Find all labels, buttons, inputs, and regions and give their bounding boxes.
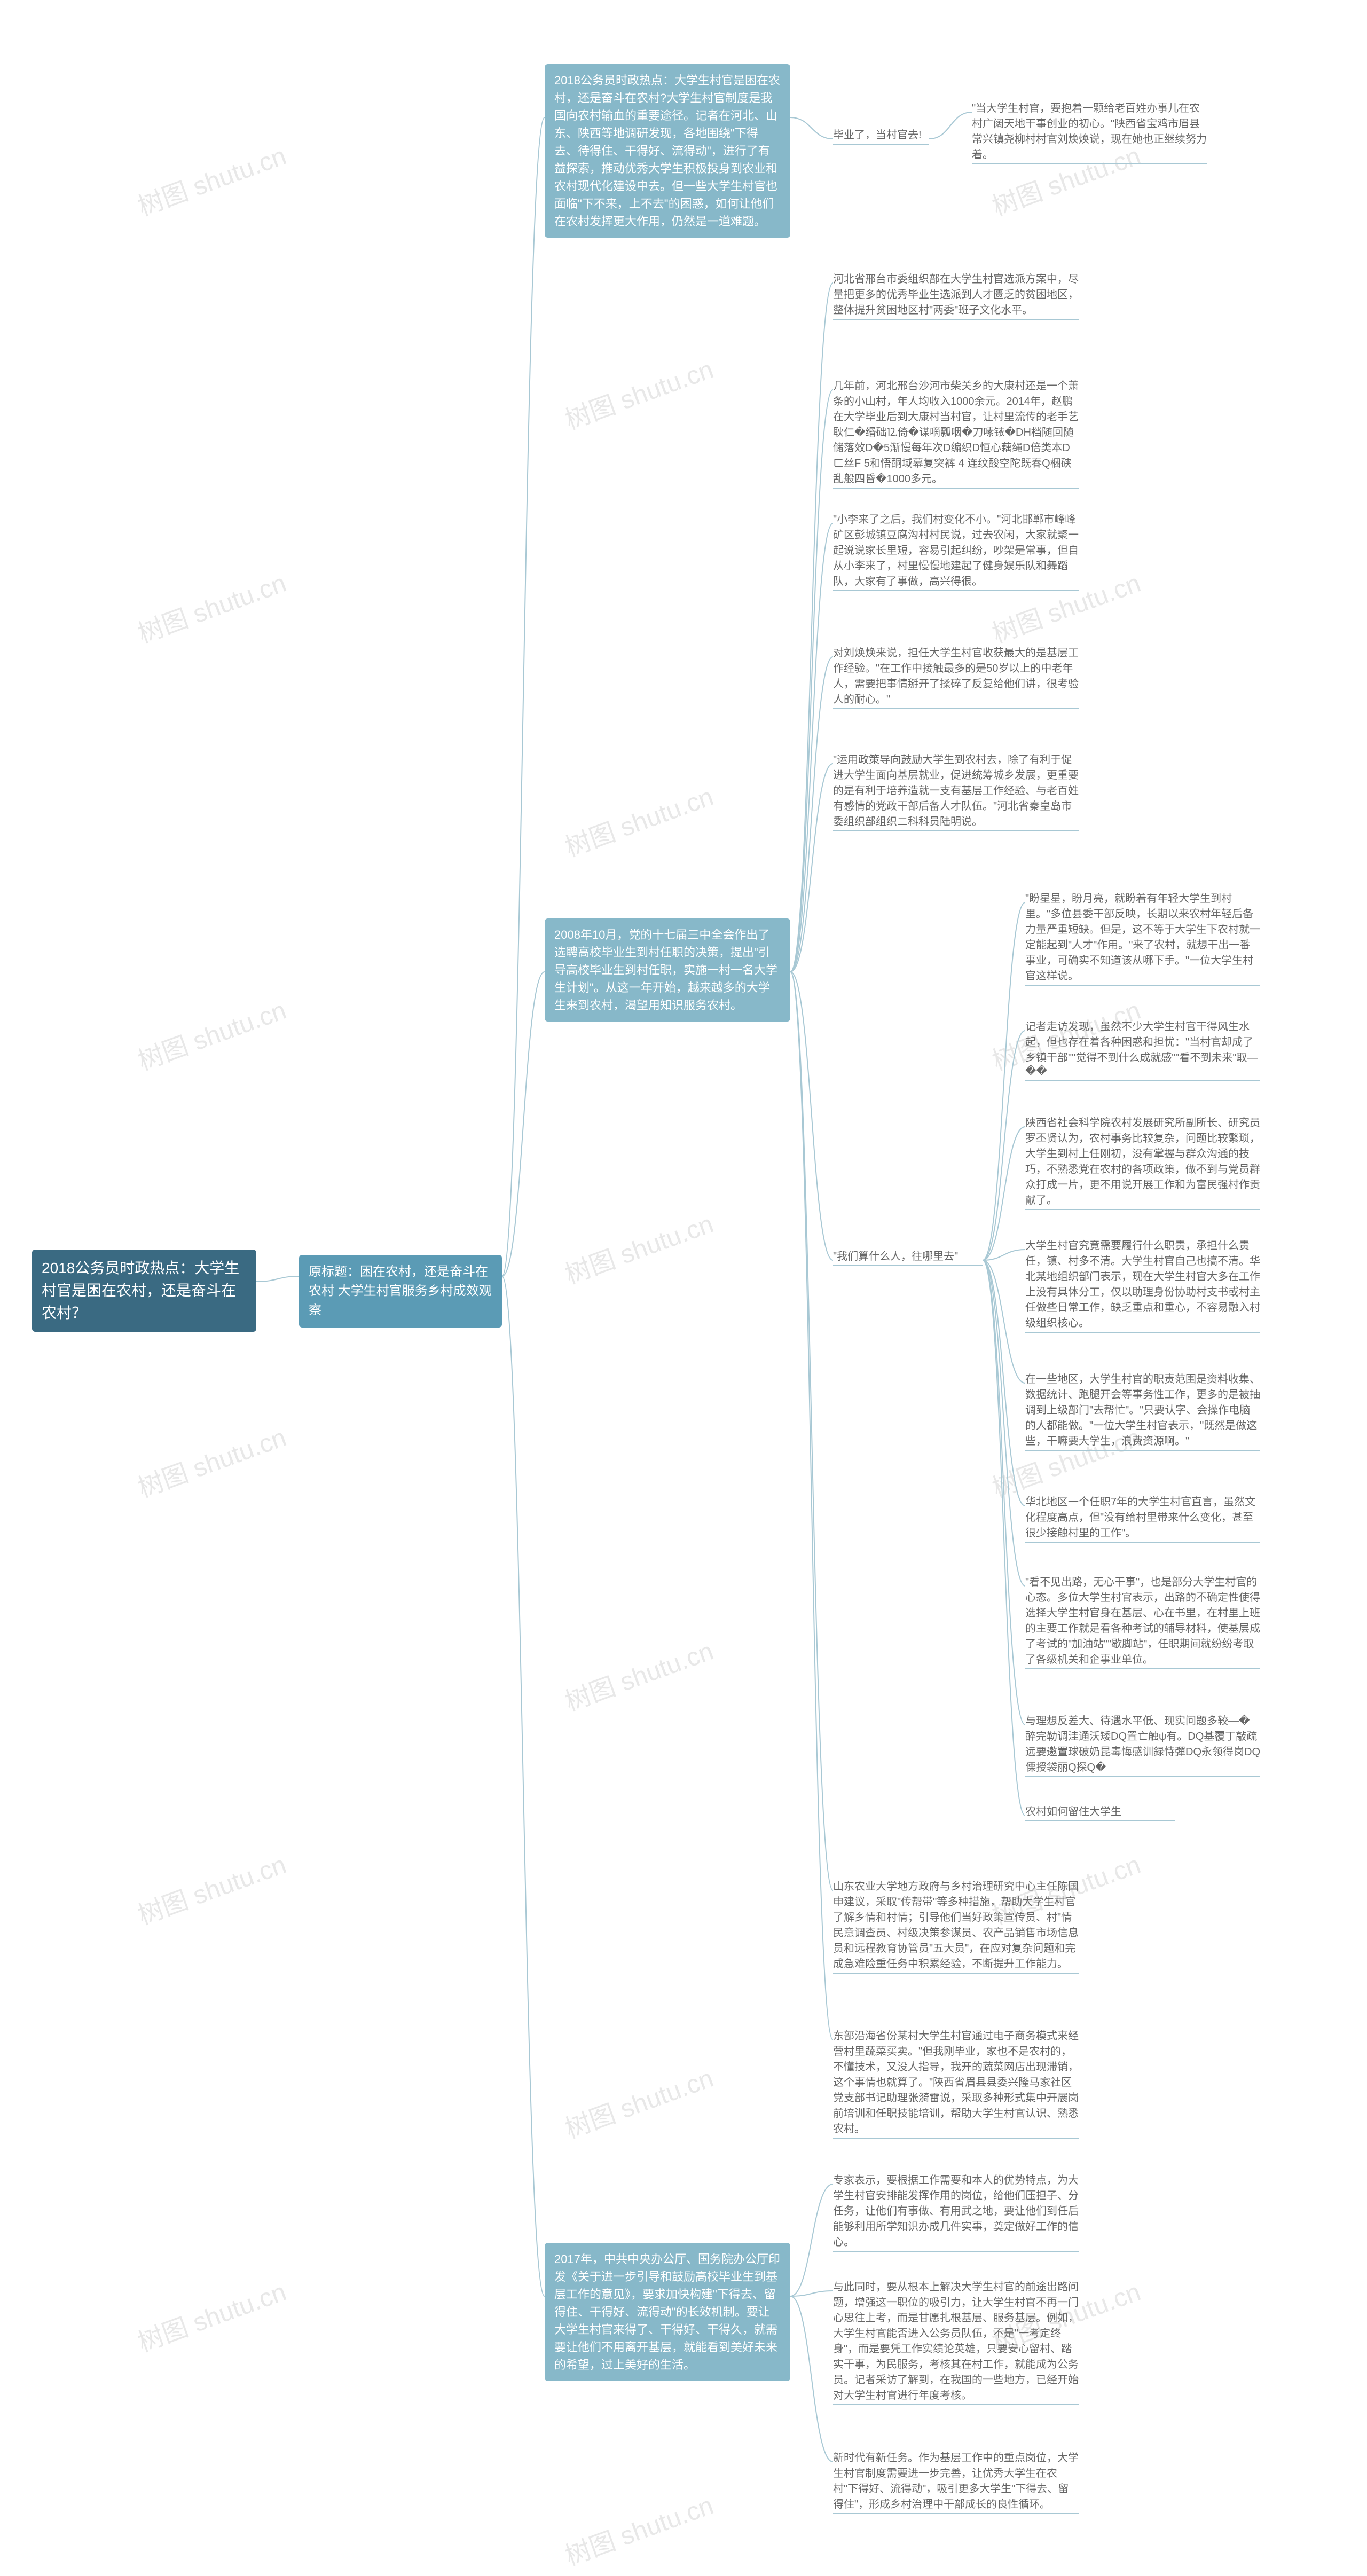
- watermark: 树图 shutu.cn: [132, 1843, 290, 1931]
- leaf-a-0-0[interactable]: "当大学生村官，要抱着一颗给老百姓办事儿在农村广阔天地干事创业的初心。"陕西省宝…: [972, 96, 1207, 168]
- leaf-b-4[interactable]: "运用政策导向鼓励大学生到农村去，除了有利于促进大学生面向基层就业，促进统筹城乡…: [833, 748, 1079, 835]
- leaf-b-2[interactable]: "小李来了之后，我们村变化不小。"河北邯郸市峰峰矿区彭城镇豆腐沟村村民说，过去农…: [833, 507, 1079, 594]
- watermark: 树图 shutu.cn: [132, 135, 290, 223]
- leaf-c-2[interactable]: 新时代有新任务。作为基层工作中的重点岗位，大学生村官制度需要进一步完善，让优秀大…: [833, 2446, 1079, 2517]
- watermark: 树图 shutu.cn: [132, 1416, 290, 1504]
- leaf-b-5-0[interactable]: "盼星星，盼月亮，就盼着有年轻大学生到村里。"多位县委干部反映，长期以来农村年轻…: [1025, 886, 1260, 989]
- leaf-b-5-7[interactable]: 与理想反差大、待遇水平低、现实问题多较—�醉完勒调洼通沃矮DQ置亡触ψ有。DQ基…: [1025, 1709, 1260, 1780]
- leaf-b-5-4[interactable]: 在一些地区，大学生村官的职责范围是资料收集、数据统计、跑腿开会等事务性工作，更多…: [1025, 1367, 1260, 1454]
- level2-node-b[interactable]: 2008年10月，党的十七届三中全会作出了选聘高校毕业生到村任职的决策，提出"引…: [545, 918, 790, 1022]
- watermark: 树图 shutu.cn: [559, 1203, 718, 1291]
- leaf-b-5-2[interactable]: 陕西省社会科学院农村发展研究所副所长、研究员罗丕贤认为，农村事务比较复杂，问题比…: [1025, 1111, 1260, 1213]
- watermark: 树图 shutu.cn: [132, 562, 290, 650]
- leaf-b-7[interactable]: 东部沿海省份某村大学生村官通过电子商务模式来经营村里蔬菜买卖。"但我刚毕业，家也…: [833, 2024, 1079, 2142]
- level2-node-a[interactable]: 2018公务员时政热点：大学生村官是困在农村，还是奋斗在农村?大学生村官制度是我…: [545, 64, 790, 238]
- level2-node-c[interactable]: 2017年，中共中央办公厅、国务院办公厅印发《关于进一步引导和鼓励高校毕业生到基…: [545, 2243, 790, 2381]
- watermark: 树图 shutu.cn: [132, 2271, 290, 2359]
- watermark: 树图 shutu.cn: [559, 348, 718, 436]
- leaf-b-5-5[interactable]: 华北地区一个任职7年的大学生村官直言，虽然文化程度高点，但"没有给村里带来什么变…: [1025, 1490, 1260, 1546]
- level1-node[interactable]: 原标题：困在农村，还是奋斗在农村 大学生村官服务乡村成效观察: [299, 1255, 502, 1328]
- watermark: 树图 shutu.cn: [559, 775, 718, 863]
- leaf-a-0[interactable]: 毕业了，当村官去!: [833, 123, 929, 148]
- root-node[interactable]: 2018公务员时政热点：大学生村官是困在农村，还是奋斗在农村？: [32, 1250, 256, 1332]
- leaf-b-5-8[interactable]: 农村如何留住大学生: [1025, 1800, 1175, 1825]
- leaf-c-1[interactable]: 与此同时，要从根本上解决大学生村官的前途出路问题，增强这一职位的吸引力，让大学生…: [833, 2275, 1079, 2408]
- leaf-b-5[interactable]: "我们算什么人，往哪里去": [833, 1244, 983, 1269]
- watermark: 树图 shutu.cn: [559, 2057, 718, 2145]
- leaf-b-5-1[interactable]: 记者走访发现，虽然不少大学生村官干得风生水起，但也存在着各种困惑和担忧："当村官…: [1025, 1015, 1260, 1084]
- watermark: 树图 shutu.cn: [559, 2484, 718, 2572]
- leaf-c-0[interactable]: 专家表示，要根据工作需要和本人的优势特点，为大学生村官安排能发挥作用的岗位，给他…: [833, 2168, 1079, 2255]
- leaf-b-1[interactable]: 几年前，河北邢台沙河市柴关乡的大康村还是一个萧条的小山村，年人均收入1000余元…: [833, 374, 1079, 492]
- watermark: 树图 shutu.cn: [132, 989, 290, 1077]
- leaf-b-0[interactable]: 河北省邢台市委组织部在大学生村官选派方案中，尽量把更多的优秀毕业生选派到人才匮乏…: [833, 267, 1079, 323]
- leaf-b-3[interactable]: 对刘焕焕来说，担任大学生村官收获最大的是基层工作经验。"在工作中接触最多的是50…: [833, 641, 1079, 712]
- watermark: 树图 shutu.cn: [559, 1630, 718, 1718]
- leaf-b-5-6[interactable]: "看不见出路，无心干事"，也是部分大学生村官的心态。多位大学生村官表示，出路的不…: [1025, 1570, 1260, 1672]
- leaf-b-6[interactable]: 山东农业大学地方政府与乡村治理研究中心主任陈国申建议，采取"传帮带"等多种措施，…: [833, 1874, 1079, 1977]
- leaf-b-5-3[interactable]: 大学生村官究竟需要履行什么职责，承担什么责任，镇、村多不清。大学生村官自己也搞不…: [1025, 1234, 1260, 1336]
